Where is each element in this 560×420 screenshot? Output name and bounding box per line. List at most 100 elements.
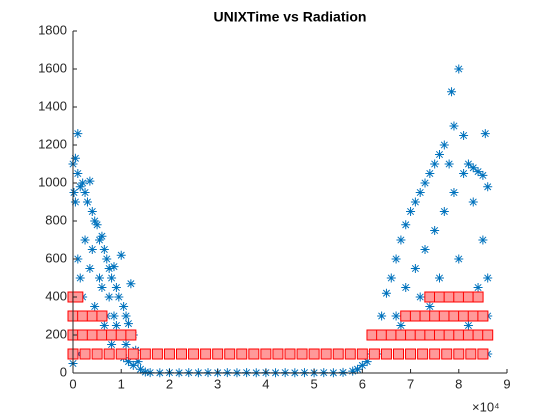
square-point xyxy=(472,291,484,303)
asterisk-point xyxy=(136,364,146,374)
asterisk-point xyxy=(85,264,95,273)
square-point xyxy=(236,348,248,360)
asterisk-point xyxy=(454,254,464,264)
asterisk-point xyxy=(111,283,121,292)
square-point xyxy=(356,348,368,360)
square-point xyxy=(176,348,187,360)
square-point xyxy=(115,329,127,341)
asterisk-point xyxy=(483,182,493,192)
y-tick-label: 0 xyxy=(60,364,67,379)
asterisk-point xyxy=(90,302,100,311)
plot-area xyxy=(67,64,494,378)
asterisk-point xyxy=(90,216,100,226)
asterisk-point xyxy=(406,207,416,216)
square-point xyxy=(443,329,455,341)
asterisk-point xyxy=(128,360,138,370)
asterisk-point xyxy=(75,273,85,283)
asterisk-point xyxy=(410,197,420,207)
asterisk-point xyxy=(87,207,97,216)
asterisk-point xyxy=(396,235,406,245)
asterisk-point xyxy=(73,169,83,178)
square-point xyxy=(91,348,103,360)
square-point xyxy=(395,329,407,341)
asterisk-point xyxy=(459,131,469,140)
asterisk-point xyxy=(92,220,102,230)
square-point xyxy=(260,348,272,360)
asterisk-point xyxy=(133,357,143,367)
asterisk-point xyxy=(449,188,459,197)
x-tick-label: 8 xyxy=(455,376,462,391)
square-point xyxy=(344,348,356,360)
asterisk-point xyxy=(109,311,119,321)
square-point xyxy=(419,310,431,322)
y-tick-label: 1400 xyxy=(38,98,67,113)
asterisk-point xyxy=(401,283,411,292)
square-point xyxy=(212,348,224,360)
asterisk-point xyxy=(85,176,95,186)
x-tick-label: 9 xyxy=(503,376,510,391)
asterisk-point xyxy=(468,163,478,173)
x-tick-label: 3 xyxy=(214,376,221,391)
asterisk-point xyxy=(99,245,109,254)
square-point xyxy=(366,329,378,341)
square-point xyxy=(477,348,489,360)
square-point xyxy=(127,348,139,360)
asterisk-point xyxy=(353,364,363,374)
square-point xyxy=(405,348,417,360)
asterisk-point xyxy=(97,231,107,241)
asterisk-point xyxy=(114,292,124,302)
square-point xyxy=(296,348,308,360)
square-point xyxy=(458,310,470,322)
asterisk-point xyxy=(126,279,136,289)
asterisk-point xyxy=(111,321,121,330)
square-point xyxy=(125,329,137,341)
asterisk-point xyxy=(425,169,435,178)
asterisk-point xyxy=(434,150,444,159)
asterisk-point xyxy=(121,311,131,321)
square-point xyxy=(467,310,479,322)
asterisk-point xyxy=(338,367,348,377)
square-point xyxy=(77,329,89,341)
square-point xyxy=(453,348,465,360)
square-point xyxy=(139,348,151,360)
asterisk-point xyxy=(391,254,401,264)
asterisk-point xyxy=(439,140,449,150)
asterisk-point xyxy=(73,129,83,139)
y-tick-label: 200 xyxy=(45,326,67,341)
asterisk-point xyxy=(102,254,112,264)
square-point xyxy=(200,348,212,360)
square-point xyxy=(441,348,453,360)
asterisk-point xyxy=(447,87,457,97)
asterisk-point xyxy=(140,367,150,377)
asterisk-point xyxy=(473,167,483,177)
asterisk-point xyxy=(483,273,493,283)
square-point xyxy=(248,348,260,360)
square-point xyxy=(380,348,392,360)
asterisk-point xyxy=(480,129,490,139)
square-point xyxy=(96,329,108,341)
square-point xyxy=(405,329,417,341)
square-point xyxy=(332,348,344,360)
square-point xyxy=(284,348,296,360)
asterisk-point xyxy=(473,283,483,292)
square-point xyxy=(103,348,115,360)
asterisk-point xyxy=(97,283,107,292)
square-point xyxy=(376,329,388,341)
asterisk-point xyxy=(80,235,90,245)
asterisk-point xyxy=(75,182,85,192)
asterisk-point xyxy=(82,197,92,207)
asterisk-point xyxy=(454,64,464,74)
square-point xyxy=(462,329,474,341)
asterisk-point xyxy=(430,159,440,169)
x-tick-label: 0 xyxy=(69,376,76,391)
y-tick-label: 800 xyxy=(45,212,67,227)
asterisk-point xyxy=(468,197,478,207)
asterisk-point xyxy=(80,188,90,197)
square-point xyxy=(429,310,441,322)
asterisk-point xyxy=(78,178,88,188)
square-point xyxy=(385,329,397,341)
asterisk-point xyxy=(401,220,411,230)
square-point xyxy=(424,329,436,341)
y-tick-label: 400 xyxy=(45,288,67,303)
asterisk-point xyxy=(444,159,454,169)
